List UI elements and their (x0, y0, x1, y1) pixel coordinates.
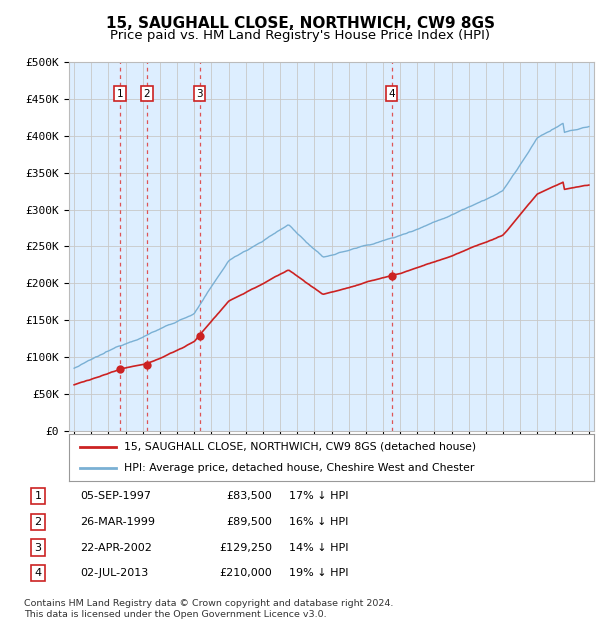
Text: Contains HM Land Registry data © Crown copyright and database right 2024.
This d: Contains HM Land Registry data © Crown c… (24, 600, 394, 619)
Text: 1: 1 (35, 492, 41, 502)
Text: HPI: Average price, detached house, Cheshire West and Chester: HPI: Average price, detached house, Ches… (124, 463, 475, 473)
Text: 26-MAR-1999: 26-MAR-1999 (80, 517, 155, 527)
Text: £129,250: £129,250 (219, 542, 272, 552)
Text: 2: 2 (143, 89, 150, 99)
Text: 17% ↓ HPI: 17% ↓ HPI (289, 492, 349, 502)
Text: 22-APR-2002: 22-APR-2002 (80, 542, 152, 552)
Text: 4: 4 (35, 568, 41, 578)
Text: 1: 1 (117, 89, 124, 99)
Text: 4: 4 (388, 89, 395, 99)
Text: 16% ↓ HPI: 16% ↓ HPI (289, 517, 349, 527)
Text: Price paid vs. HM Land Registry's House Price Index (HPI): Price paid vs. HM Land Registry's House … (110, 29, 490, 42)
Text: 3: 3 (196, 89, 203, 99)
Text: £210,000: £210,000 (220, 568, 272, 578)
Text: 15, SAUGHALL CLOSE, NORTHWICH, CW9 8GS: 15, SAUGHALL CLOSE, NORTHWICH, CW9 8GS (106, 16, 494, 30)
Text: 05-SEP-1997: 05-SEP-1997 (80, 492, 151, 502)
Text: 02-JUL-2013: 02-JUL-2013 (80, 568, 149, 578)
Text: 14% ↓ HPI: 14% ↓ HPI (289, 542, 349, 552)
Text: £83,500: £83,500 (226, 492, 272, 502)
Text: 3: 3 (35, 542, 41, 552)
Text: 2: 2 (35, 517, 41, 527)
Text: 19% ↓ HPI: 19% ↓ HPI (289, 568, 349, 578)
Text: 15, SAUGHALL CLOSE, NORTHWICH, CW9 8GS (detached house): 15, SAUGHALL CLOSE, NORTHWICH, CW9 8GS (… (124, 441, 476, 451)
Text: £89,500: £89,500 (226, 517, 272, 527)
